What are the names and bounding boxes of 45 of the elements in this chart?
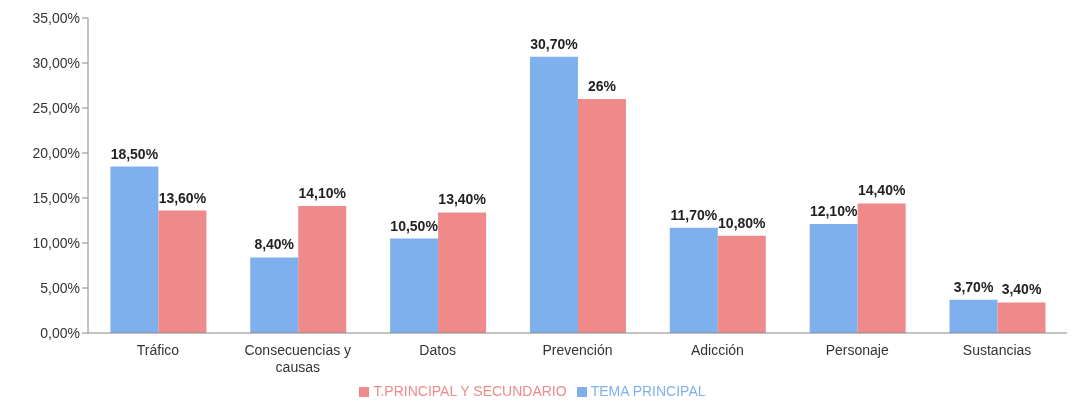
data-label: 12,10% [809,203,858,220]
x-tick-label: Consecuencias y causas [244,342,352,375]
x-tick-label: Adicción [690,342,744,358]
bar [949,299,998,333]
bar [158,210,207,333]
y-tick-label: 35,00% [32,9,80,26]
data-label: 26% [587,78,617,94]
y-tick-label: 30,00% [32,54,80,71]
data-label: 10,80% [718,214,767,231]
data-label: 14,40% [857,182,906,199]
data-label: 30,70% [530,35,579,52]
x-tick-label: Sustancias [962,342,1032,358]
bar [438,212,487,333]
data-label: 11,70% [670,206,718,223]
y-tick-label: 25,00% [32,99,80,116]
bar [857,203,906,333]
y-tick-label: 5,00% [40,279,80,296]
x-tick-label: Personaje [825,342,889,358]
data-label: 3,40% [1001,281,1042,298]
bar [809,224,858,333]
bar [577,99,626,333]
y-tick-label: 20,00% [32,144,80,161]
data-label: 3,70% [953,278,994,295]
data-label: 18,50% [110,145,159,162]
bar [997,302,1046,333]
legend-label: T.PRINCIPAL Y SECUNDARIO [373,383,567,399]
y-tick-label: 10,00% [32,234,80,251]
bar [298,206,347,333]
data-label: 10,50% [390,217,439,234]
bar [250,257,299,333]
bar [110,166,159,333]
x-tick-label: Tráfico [136,342,180,358]
data-label: 13,40% [438,191,487,208]
data-label: 13,60% [158,189,207,206]
bar [390,238,439,333]
bar [717,235,766,333]
bar [669,227,718,333]
data-label: 14,10% [298,185,347,202]
bar [529,56,578,333]
x-tick-label: Datos [419,342,456,358]
y-tick-label: 0,00% [40,324,80,341]
legend-label: TEMA PRINCIPAL [590,383,706,399]
x-tick-label: Prevención [542,342,613,358]
y-tick-label: 15,00% [32,189,80,206]
data-label: 8,40% [254,236,295,253]
